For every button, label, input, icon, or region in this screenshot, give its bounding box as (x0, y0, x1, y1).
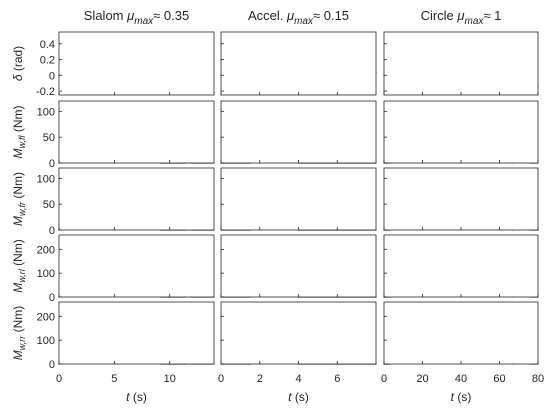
y-axis-label: δ (rad) (11, 46, 25, 81)
subplot-frame (383, 167, 539, 231)
subplot-frame (383, 31, 539, 96)
subplot-frame (383, 234, 539, 298)
subplot (220, 167, 377, 231)
x-tick-label: 5 (111, 373, 117, 385)
x-tick-label: 20 (416, 373, 428, 385)
x-tick-label: 4 (295, 373, 301, 385)
subplot (383, 234, 539, 298)
x-tick-label: 0 (381, 373, 387, 385)
x-tick-label: 6 (334, 373, 340, 385)
subplot (383, 301, 539, 365)
y-axis-label: Mw,rl (Nm) (11, 239, 27, 293)
subplot-frame (58, 167, 215, 231)
y-tick-label: 0 (49, 225, 55, 237)
subplot (220, 301, 377, 365)
y-tick-label: 50 (43, 199, 55, 211)
y-tick-label: 50 (43, 132, 55, 144)
y-tick-label: 100 (37, 173, 55, 185)
subplot (383, 31, 539, 96)
y-tick-label: 0 (49, 292, 55, 304)
subplot (220, 31, 377, 96)
x-tick-label: 40 (455, 373, 467, 385)
x-tick-label: 80 (532, 373, 544, 385)
y-tick-label: -0.2 (36, 86, 55, 98)
subplot (58, 167, 215, 231)
y-tick-label: 0 (49, 359, 55, 371)
subplot-frame (220, 31, 377, 96)
x-tick-label: 2 (257, 373, 263, 385)
subplot-frame (220, 167, 377, 231)
x-axis-label: t (s) (451, 390, 472, 404)
y-tick-label: 100 (37, 106, 55, 118)
y-tick-label: 0.4 (40, 39, 55, 51)
subplot (58, 31, 215, 96)
subplot (220, 100, 377, 164)
y-tick-label: 0 (49, 158, 55, 170)
subplot-frame (58, 100, 215, 164)
y-axis-label: Mw,fl (Nm) (11, 105, 27, 158)
subplot-frame (58, 31, 215, 96)
subplot (58, 100, 215, 164)
y-tick-label: 200 (37, 244, 55, 256)
y-tick-label: 100 (37, 268, 55, 280)
y-axis-label: Mw,fr (Nm) (11, 172, 27, 226)
subplot-frame (220, 234, 377, 298)
x-tick-label: 0 (56, 373, 62, 385)
subplot (58, 234, 215, 298)
column-title: Slalom μmax≈ 0.35 (84, 8, 189, 27)
subplot-frame (220, 301, 377, 365)
subplot-frame (58, 301, 215, 365)
y-tick-label: 100 (37, 335, 55, 347)
subplot-frame (58, 234, 215, 298)
x-tick-label: 10 (164, 373, 176, 385)
y-tick-label: 0 (49, 70, 55, 82)
x-tick-label: 0 (218, 373, 224, 385)
column-title: Accel. μmax≈ 0.15 (248, 8, 349, 27)
column-title: Circle μmax≈ 1 (421, 8, 502, 27)
x-axis-label: t (s) (126, 390, 147, 404)
y-tick-label: 0.2 (40, 55, 55, 67)
x-axis-label: t (s) (288, 390, 309, 404)
subplot (383, 167, 539, 231)
subplot-frame (383, 100, 539, 164)
subplot (383, 100, 539, 164)
subplot (220, 234, 377, 298)
x-tick-label: 60 (493, 373, 505, 385)
subplot (58, 301, 215, 365)
y-tick-label: 200 (37, 311, 55, 323)
subplot-frame (383, 301, 539, 365)
y-axis-label: Mw,rr (Nm) (11, 306, 27, 361)
subplot-frame (220, 100, 377, 164)
